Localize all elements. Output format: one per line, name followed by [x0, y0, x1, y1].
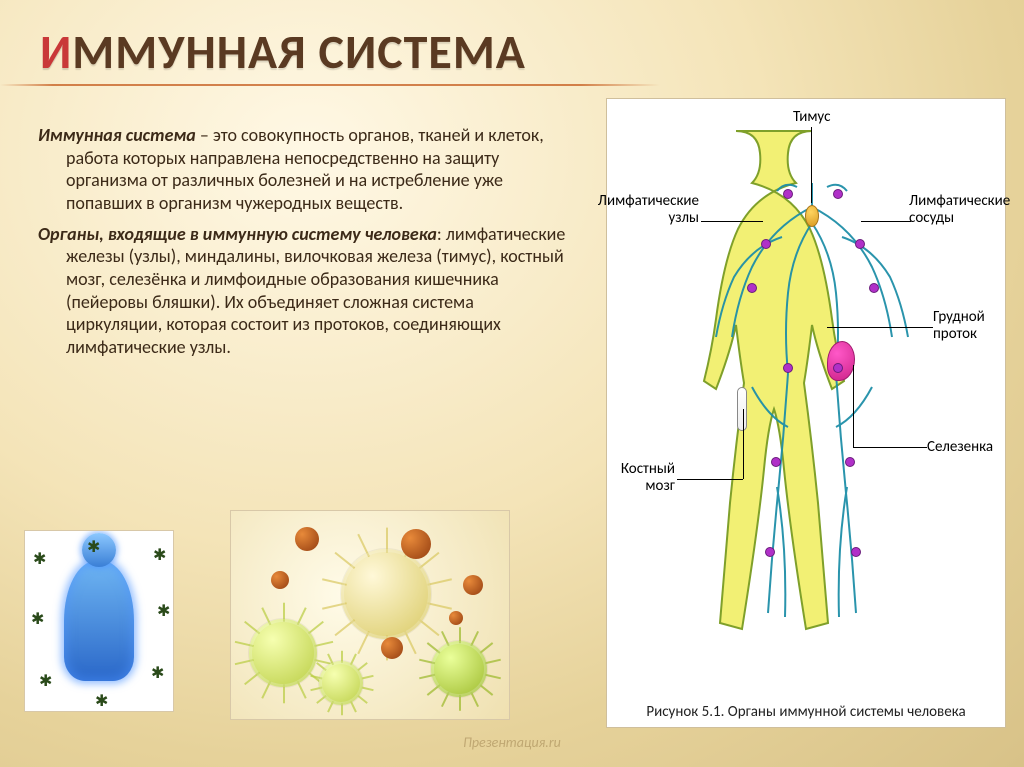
leader-line: [701, 221, 763, 222]
title-rest: ММУННАЯ СИСТЕМА: [72, 22, 526, 81]
lymph-node-icon: [845, 457, 855, 467]
lymph-node-icon: [771, 457, 781, 467]
lymph-node-icon: [833, 189, 843, 199]
cell-icon: [271, 571, 289, 589]
virus-icon: ✱: [157, 601, 170, 621]
decor-image-cells: [230, 510, 510, 720]
cell-icon: [449, 611, 463, 625]
virus-icon: ✱: [31, 609, 44, 629]
p2-lead: Органы, входящие в иммунную систему чело…: [38, 223, 437, 245]
anatomy-caption: Рисунок 5.1. Органы иммунной системы чел…: [607, 703, 1005, 721]
lymph-node-icon: [851, 547, 861, 557]
title-accent: И: [40, 22, 72, 81]
leader-line: [853, 447, 927, 448]
lymph-node-icon: [747, 283, 757, 293]
title-underline: [0, 84, 660, 86]
pollen-icon: [319, 661, 363, 705]
virus-icon: ✱: [39, 671, 52, 691]
virus-icon: ✱: [87, 537, 100, 557]
slide-title: ИММУННАЯ СИСТЕМА: [40, 22, 526, 81]
term-immune-system: Иммунная система: [38, 124, 196, 146]
virus-icon: ✱: [33, 549, 46, 569]
lymph-node-icon: [783, 363, 793, 373]
leader-line: [853, 365, 854, 447]
paragraph-2: Органы, входящие в иммунную систему чело…: [38, 223, 568, 359]
pollen-icon: [249, 619, 317, 687]
anatomy-inner: Тимус Лимфатическиеузлы Лимфатическиесос…: [617, 109, 995, 717]
leader-line: [811, 127, 812, 203]
pollen-icon: [341, 549, 431, 639]
thymus-icon: [805, 205, 819, 227]
cell-icon: [381, 637, 403, 659]
leader-line: [827, 327, 933, 328]
lymph-node-icon: [761, 239, 771, 249]
pollen-icon: [431, 641, 487, 697]
label-thoracic-duct: Груднойпроток: [933, 309, 985, 342]
label-lymph-nodes: Лимфатическиеузлы: [598, 193, 699, 226]
bone-marrow-icon: [737, 387, 747, 431]
label-thymus: Тимус: [793, 109, 830, 126]
label-lymph-vessels: Лимфатическиесосуды: [909, 193, 1010, 226]
lymph-node-icon: [833, 363, 843, 373]
cell-icon: [295, 527, 319, 551]
lymph-node-icon: [765, 547, 775, 557]
lymph-node-icon: [855, 239, 865, 249]
cell-icon: [401, 529, 431, 559]
watermark: Презентация.ru: [463, 734, 561, 751]
decor-image-silhouette: ✱ ✱ ✱ ✱ ✱ ✱ ✱ ✱: [24, 530, 174, 712]
lymph-node-icon: [869, 283, 879, 293]
leader-line: [743, 409, 744, 479]
cell-icon: [463, 575, 483, 595]
anatomy-panel: Тимус Лимфатическиеузлы Лимфатическиесос…: [606, 98, 1006, 728]
virus-icon: ✱: [151, 663, 164, 683]
leader-line: [861, 221, 911, 222]
virus-icon: ✱: [95, 691, 108, 711]
leader-line: [677, 479, 743, 480]
body-text: Иммунная система – это совокупность орга…: [38, 124, 568, 367]
label-bone-marrow: Костныймозг: [621, 461, 675, 494]
human-silhouette-icon: [64, 561, 134, 681]
lymph-node-icon: [783, 189, 793, 199]
virus-icon: ✱: [153, 545, 166, 565]
label-spleen: Селезенка: [927, 439, 993, 456]
paragraph-1: Иммунная система – это совокупность орга…: [38, 124, 568, 215]
anatomy-body: [687, 127, 937, 667]
